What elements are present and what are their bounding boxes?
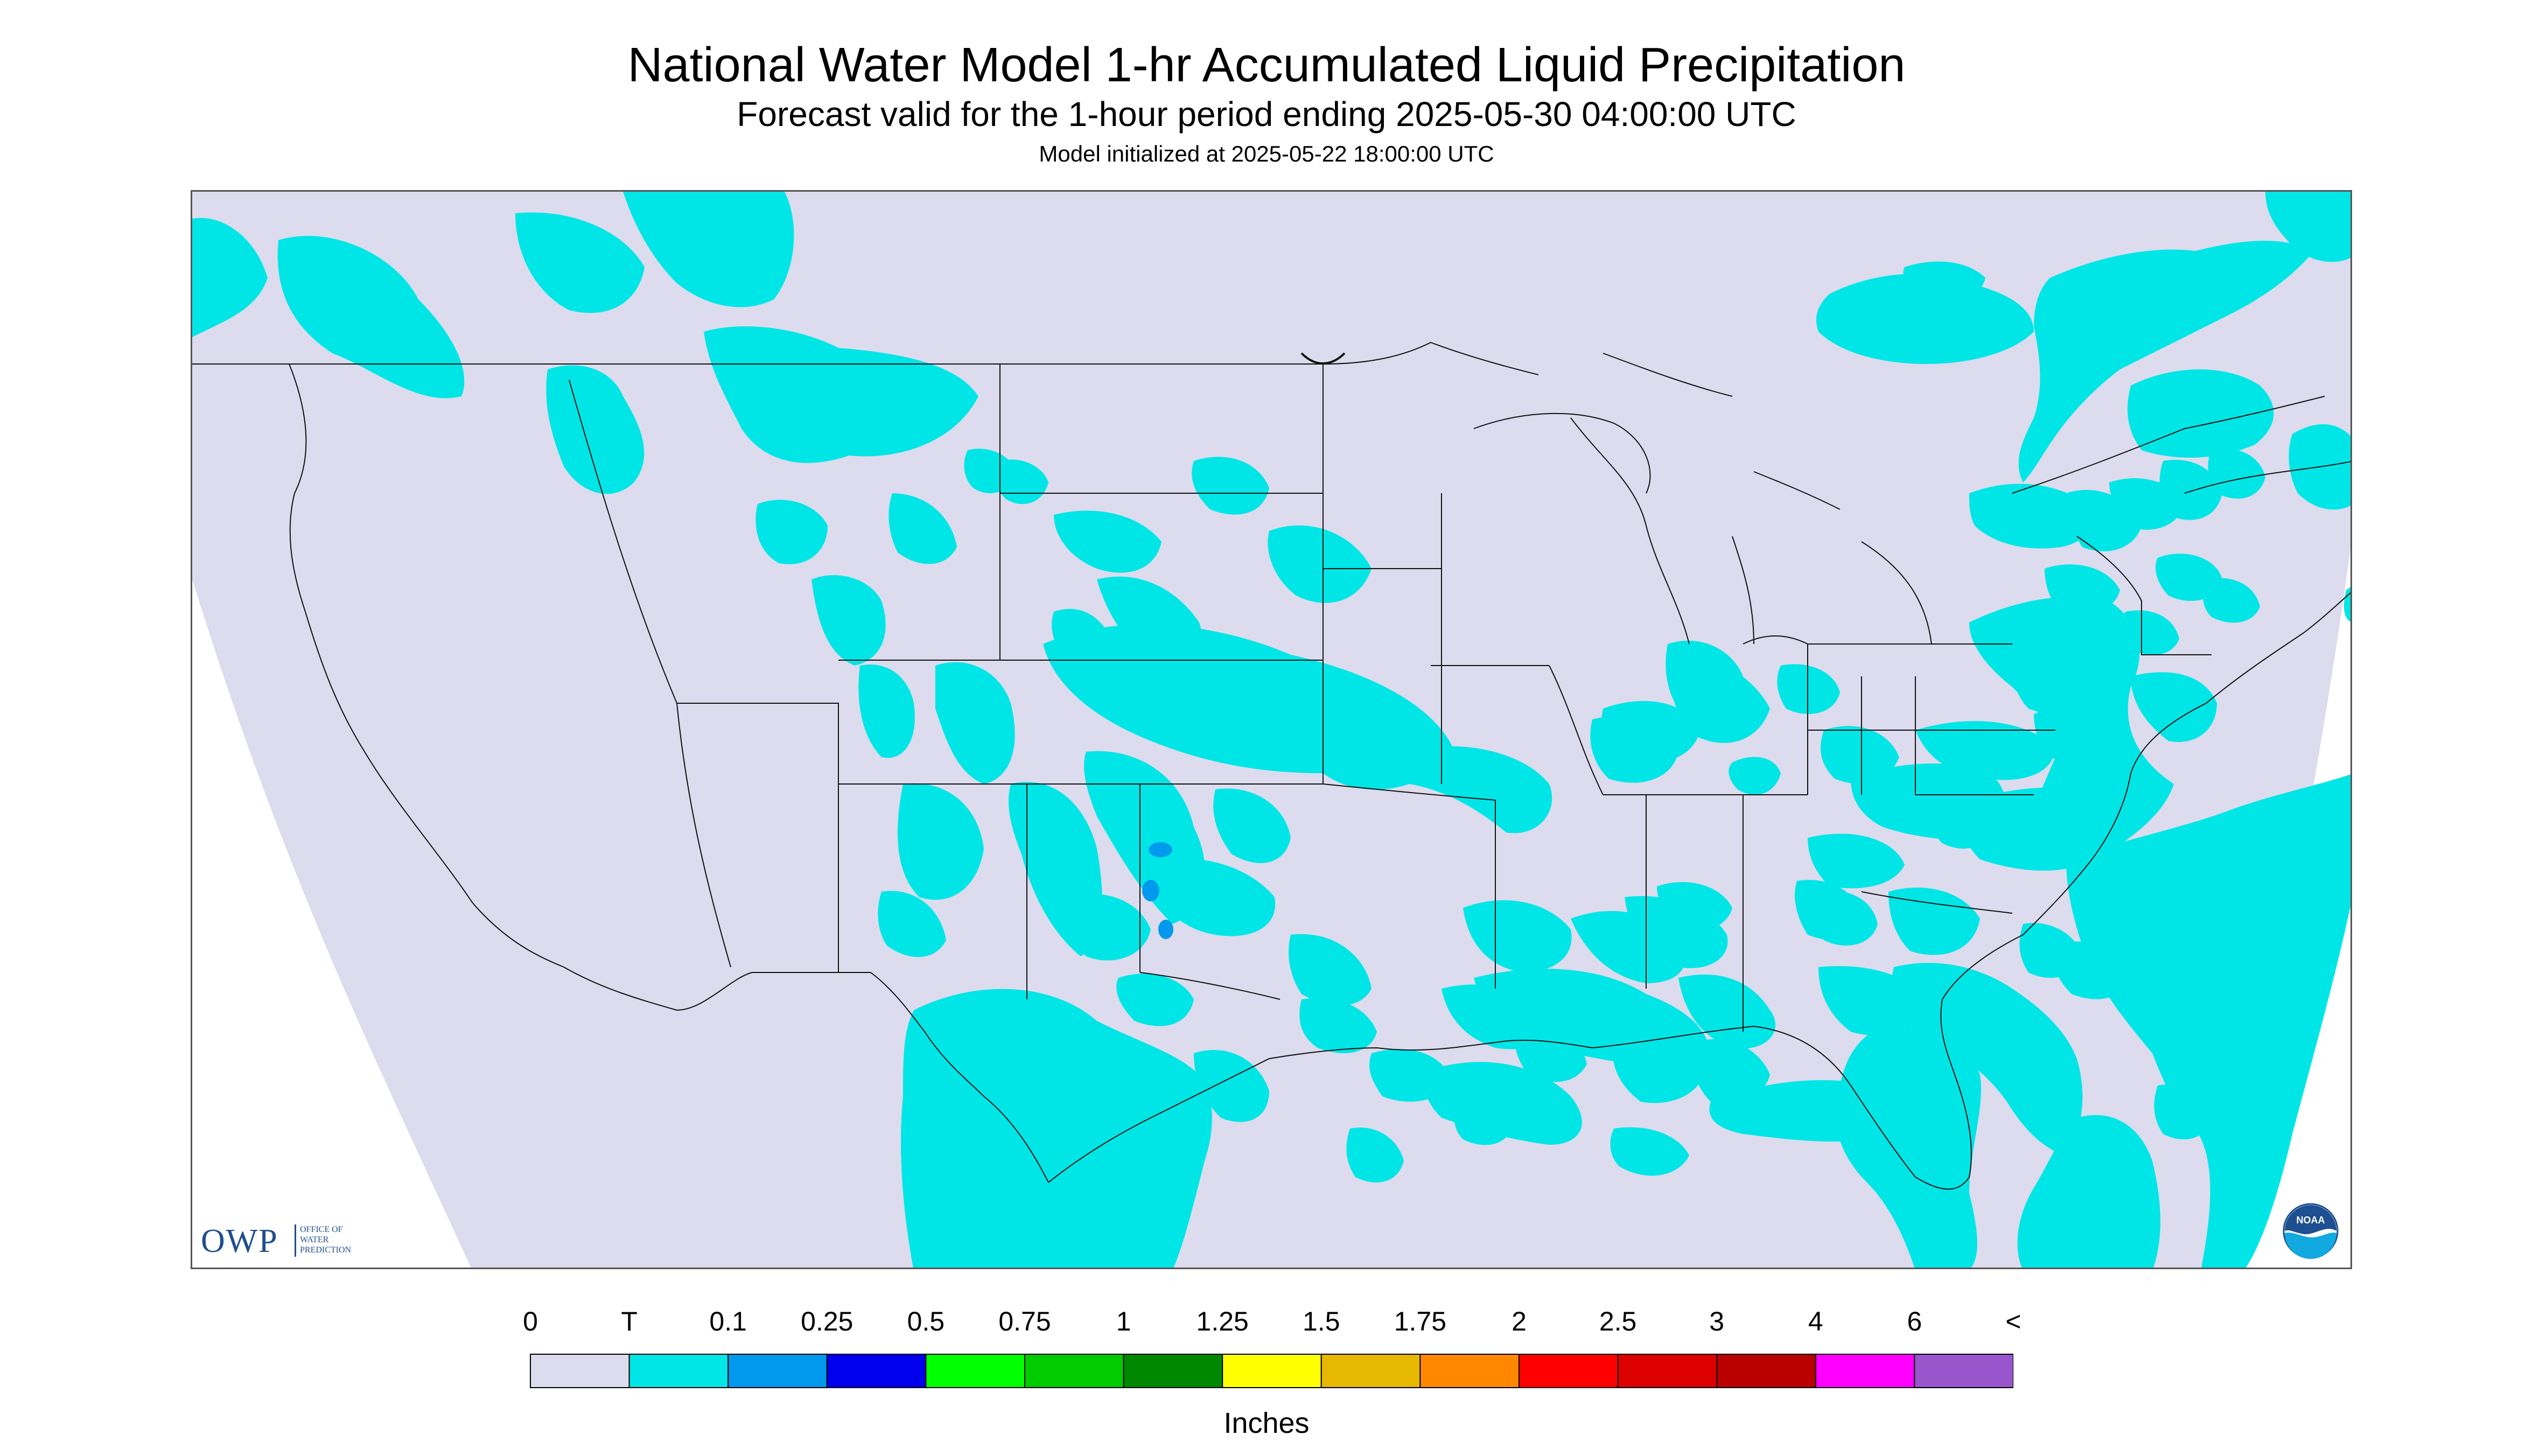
owp-logo-subtitle: OFFICE OF WATER PREDICTION: [300, 1224, 375, 1255]
owp-logo: OWP OFFICE OF WATER PREDICTION: [201, 1219, 373, 1262]
legend-color-bar: [530, 1354, 2013, 1388]
map-subtitle: Forecast valid for the 1-hour period end…: [737, 95, 1796, 134]
owp-logo-line1: OFFICE OF: [300, 1225, 343, 1234]
map-borders: [192, 341, 2350, 1190]
legend-swatch: [925, 1354, 1026, 1388]
legend-swatch: [1617, 1354, 1718, 1388]
owp-logo-line3: PREDICTION: [300, 1245, 352, 1255]
legend-swatch: [1419, 1354, 1520, 1388]
precip-trace-areas: [192, 192, 2350, 1268]
legend-labels: 0 T 0.1 0.25 0.5 0.75 1 1.25 1.5 1.75 2 2.5 3 4 6 <: [0, 1306, 2533, 1349]
legend-swatch: [1716, 1354, 1816, 1388]
legend-tick-label: 4: [1808, 1306, 1823, 1336]
legend-swatch: [1914, 1354, 2013, 1388]
legend-swatch: [826, 1354, 927, 1388]
owp-logo-line2: WATER: [300, 1235, 329, 1244]
precip-light-spots: [1142, 842, 1173, 939]
legend-swatch: [530, 1354, 630, 1388]
legend-tick-label: 3: [1709, 1306, 1725, 1336]
legend-unit-label: Inches: [1223, 1407, 1310, 1439]
legend-tick-label: 0.25: [801, 1306, 853, 1336]
legend-tick-label: 0.5: [907, 1306, 945, 1336]
legend-swatch: [628, 1354, 729, 1388]
map-title: National Water Model 1-hr Accumulated Li…: [627, 38, 1906, 92]
legend-swatch: [1222, 1354, 1322, 1388]
legend-tick-label: <: [2005, 1306, 2021, 1336]
legend-tick-label: 1.75: [1394, 1306, 1447, 1336]
noaa-logo-icon: NOAA: [2283, 1203, 2339, 1259]
legend-tick-label: 2: [1512, 1306, 1527, 1336]
legend-swatch: [1519, 1354, 1619, 1388]
legend-tick-label: 1.25: [1196, 1306, 1249, 1336]
owp-logo-divider: [295, 1224, 296, 1257]
legend-tick-label: 0: [523, 1306, 538, 1336]
legend-tick-label: 1: [1116, 1306, 1131, 1336]
precipitation-map: OWP OFFICE OF WATER PREDICTION NOAA: [191, 190, 2352, 1269]
legend-tick-label: 0.1: [709, 1306, 747, 1336]
legend-tick-label: 2.5: [1599, 1306, 1637, 1336]
legend-tick-label: 0.75: [998, 1306, 1051, 1336]
legend-swatch: [1320, 1354, 1421, 1388]
legend-tick-label: T: [621, 1306, 638, 1336]
owp-logo-letters: OWP: [201, 1223, 278, 1259]
model-init-text: Model initialized at 2025-05-22 18:00:00…: [1039, 141, 1494, 166]
legend-swatch: [1815, 1354, 1915, 1388]
noaa-logo-text: NOAA: [2297, 1215, 2325, 1226]
legend-tick-label: 1.5: [1303, 1306, 1340, 1336]
legend-tick-label: 6: [1907, 1306, 1922, 1336]
legend-swatch: [1123, 1354, 1223, 1388]
legend-swatch: [1024, 1354, 1124, 1388]
legend-swatch: [727, 1354, 828, 1388]
